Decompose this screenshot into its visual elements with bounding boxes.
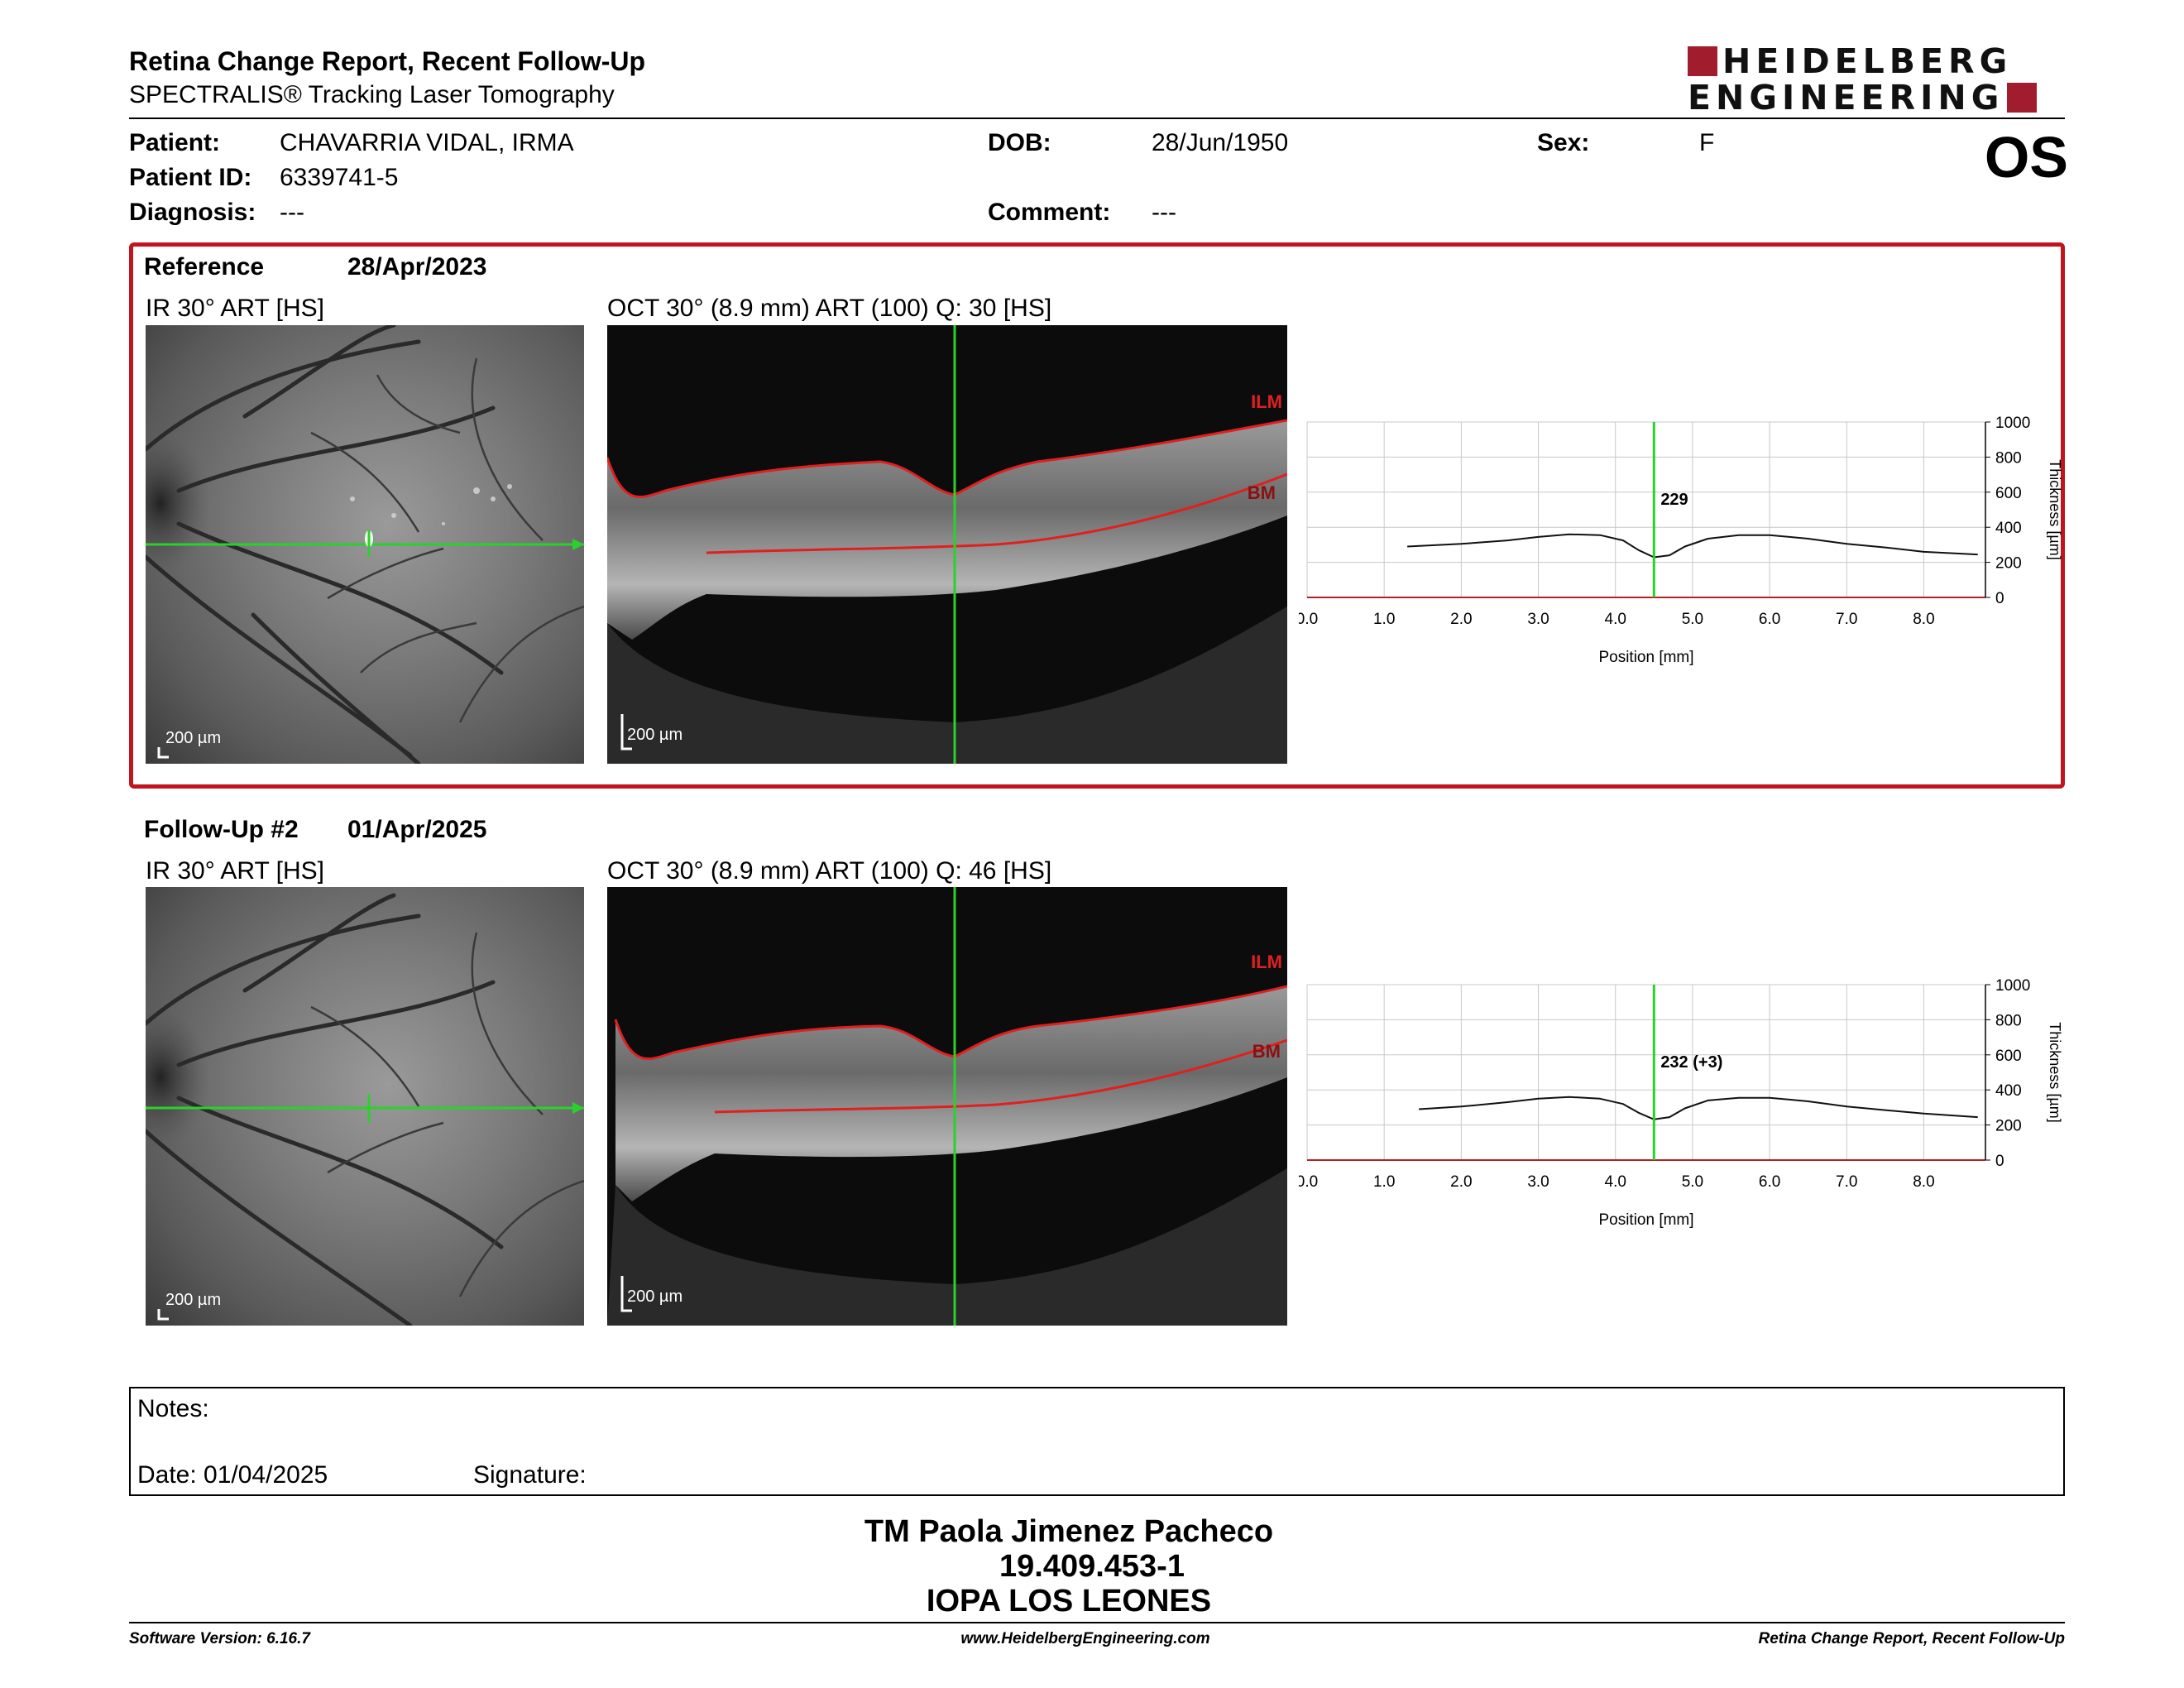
followup-label: Follow-Up #2: [144, 816, 299, 843]
y-tick-label: 400: [1995, 520, 2022, 537]
notes-date: Date: 01/04/2025: [137, 1461, 328, 1489]
x-axis-label: Position [mm]: [1598, 1211, 1693, 1229]
x-tick-label: 4.0: [1605, 611, 1626, 628]
reference-thickness-chart: 0.0 1.0 2.0 3.0 4.0 5.0 6.0 7.0 8.0 0 200 400 600 800…: [1299, 415, 2063, 666]
reference-label: Reference: [144, 253, 265, 281]
chart-frame: [1306, 421, 1986, 598]
signer-name: TM Paola Jimenez Pacheco: [864, 1514, 1274, 1549]
followup-oct-caption: OCT 30° (8.9 mm) ART (100) Q: 46 [HS]: [607, 857, 1052, 885]
reference-ir-caption: IR 30° ART [HS]: [146, 295, 324, 322]
x-tick-label: 5.0: [1682, 1173, 1703, 1191]
reference-bm-label: BM: [1247, 482, 1276, 503]
patient-name: CHAVARRIA VIDAL, IRMA: [280, 129, 574, 156]
x-tick-label: 1.0: [1373, 1173, 1395, 1191]
followup-bm-label: BM: [1252, 1041, 1281, 1062]
x-tick-label: 4.0: [1605, 1173, 1626, 1191]
logo-text-2: ENGINEERING: [1688, 78, 2004, 117]
y-tick-label: 600: [1995, 485, 2022, 502]
x-tick-label: 6.0: [1759, 1173, 1780, 1191]
report-title: Retina Change Report, Recent Follow-Up: [129, 46, 646, 76]
reference-ilm-label: ILM: [1251, 391, 1282, 412]
x-tick-label: 0.0: [1299, 1173, 1318, 1191]
notes-label: Notes:: [137, 1395, 209, 1422]
notes-box: Notes: Date: 01/04/2025 Signature:: [129, 1387, 2065, 1496]
x-tick-label: 8.0: [1913, 1173, 1934, 1191]
report-subtitle: SPECTRALIS® Tracking Laser Tomography: [129, 81, 615, 108]
reference-ir-scale: 200 µm: [165, 729, 222, 747]
followup-oct-scale: 200 µm: [627, 1288, 683, 1306]
reference-oct-scale: 200 µm: [627, 726, 683, 744]
y-tick-label: 800: [1995, 1012, 2022, 1029]
x-axis-label: Position [mm]: [1598, 649, 1693, 666]
dob-value: 28/Jun/1950: [1152, 129, 1289, 156]
y-tick-label: 200: [1995, 555, 2022, 573]
reference-oct-caption: OCT 30° (8.9 mm) ART (100) Q: 30 [HS]: [607, 295, 1052, 322]
followup-oct-bscan: ILM BM 200 µm: [607, 887, 1287, 1326]
followup-ir-caption: IR 30° ART [HS]: [146, 857, 324, 885]
thickness-line: [1407, 533, 1978, 559]
diagnosis-label: Diagnosis:: [129, 199, 256, 226]
y-tick-label: 0: [1995, 1153, 2004, 1170]
reference-frame: [129, 242, 2065, 789]
website-link[interactable]: www.HeidelbergEngineering.com: [960, 1630, 1210, 1647]
logo-square-icon: [1688, 46, 1717, 76]
logo-square-icon: [2007, 83, 2038, 113]
x-tick-label: 6.0: [1759, 611, 1780, 628]
signer-id: 19.409.453-1: [999, 1549, 1185, 1584]
x-tick-label: 8.0: [1913, 611, 1934, 628]
signer-organization: IOPA LOS LEONES: [926, 1584, 1212, 1618]
sex-value: F: [1699, 129, 1715, 156]
y-tick-label: 1000: [1995, 415, 2030, 432]
header-divider: [129, 117, 2065, 119]
thickness-line: [1419, 1096, 1978, 1120]
sex-label: Sex:: [1537, 129, 1590, 156]
y-tick-label: 0: [1995, 590, 2004, 607]
footer-report-name: Retina Change Report, Recent Follow-Up: [1758, 1630, 2065, 1647]
x-tick-label: 0.0: [1299, 611, 1318, 628]
followup-ir-fundus-image: 200 µm: [146, 887, 584, 1326]
comment-label: Comment:: [988, 199, 1111, 226]
y-tick-label: 200: [1995, 1118, 2022, 1135]
y-tick-label: 400: [1995, 1082, 2022, 1100]
chart-frame: [1306, 984, 1986, 1161]
reference-ir-fundus-image: 200 µm: [146, 325, 584, 764]
signature-label: Signature:: [473, 1461, 587, 1489]
followup-thickness-chart: 0.0 1.0 2.0 3.0 4.0 5.0 6.0 7.0 8.0 0 200 400 600 800…: [1299, 977, 2063, 1229]
x-tick-label: 3.0: [1527, 1173, 1549, 1191]
followup-date: 01/Apr/2025: [347, 816, 487, 843]
x-tick-label: 2.0: [1450, 611, 1472, 628]
marker-value-label: 232 (+3): [1660, 1053, 1722, 1072]
footer-divider: [129, 1622, 2065, 1623]
logo-line-1: HEIDELBERG: [1688, 41, 2013, 81]
comment-value: ---: [1152, 199, 1176, 226]
patient-label: Patient:: [129, 129, 221, 156]
logo-text-1: HEIDELBERG: [1722, 41, 2013, 81]
software-version: Software Version: 6.16.7: [129, 1630, 310, 1647]
y-axis-label: Thickness [µm]: [2047, 1022, 2063, 1122]
reference-date: 28/Apr/2023: [347, 253, 487, 281]
x-tick-label: 7.0: [1836, 1173, 1857, 1191]
x-tick-label: 1.0: [1373, 611, 1395, 628]
dob-label: DOB:: [988, 129, 1051, 156]
marker-value-label: 229: [1660, 491, 1688, 509]
followup-ir-scale: 200 µm: [165, 1291, 222, 1309]
y-axis-label: Thickness [µm]: [2047, 459, 2063, 559]
x-tick-label: 3.0: [1527, 611, 1549, 628]
x-tick-label: 2.0: [1450, 1173, 1472, 1191]
x-tick-label: 5.0: [1682, 611, 1703, 628]
y-tick-label: 800: [1995, 449, 2022, 467]
y-tick-label: 1000: [1995, 977, 2030, 995]
patient-id: 6339741-5: [280, 164, 399, 191]
logo-line-2: ENGINEERING: [1688, 78, 2038, 117]
diagnosis-value: ---: [280, 199, 304, 226]
eye-indicator: OS: [1984, 125, 2068, 189]
reference-oct-bscan: ILM BM 200 µm: [607, 325, 1287, 764]
y-tick-label: 600: [1995, 1048, 2022, 1065]
patient-id-label: Patient ID:: [129, 164, 252, 191]
x-tick-label: 7.0: [1836, 611, 1857, 628]
followup-ilm-label: ILM: [1251, 952, 1282, 972]
